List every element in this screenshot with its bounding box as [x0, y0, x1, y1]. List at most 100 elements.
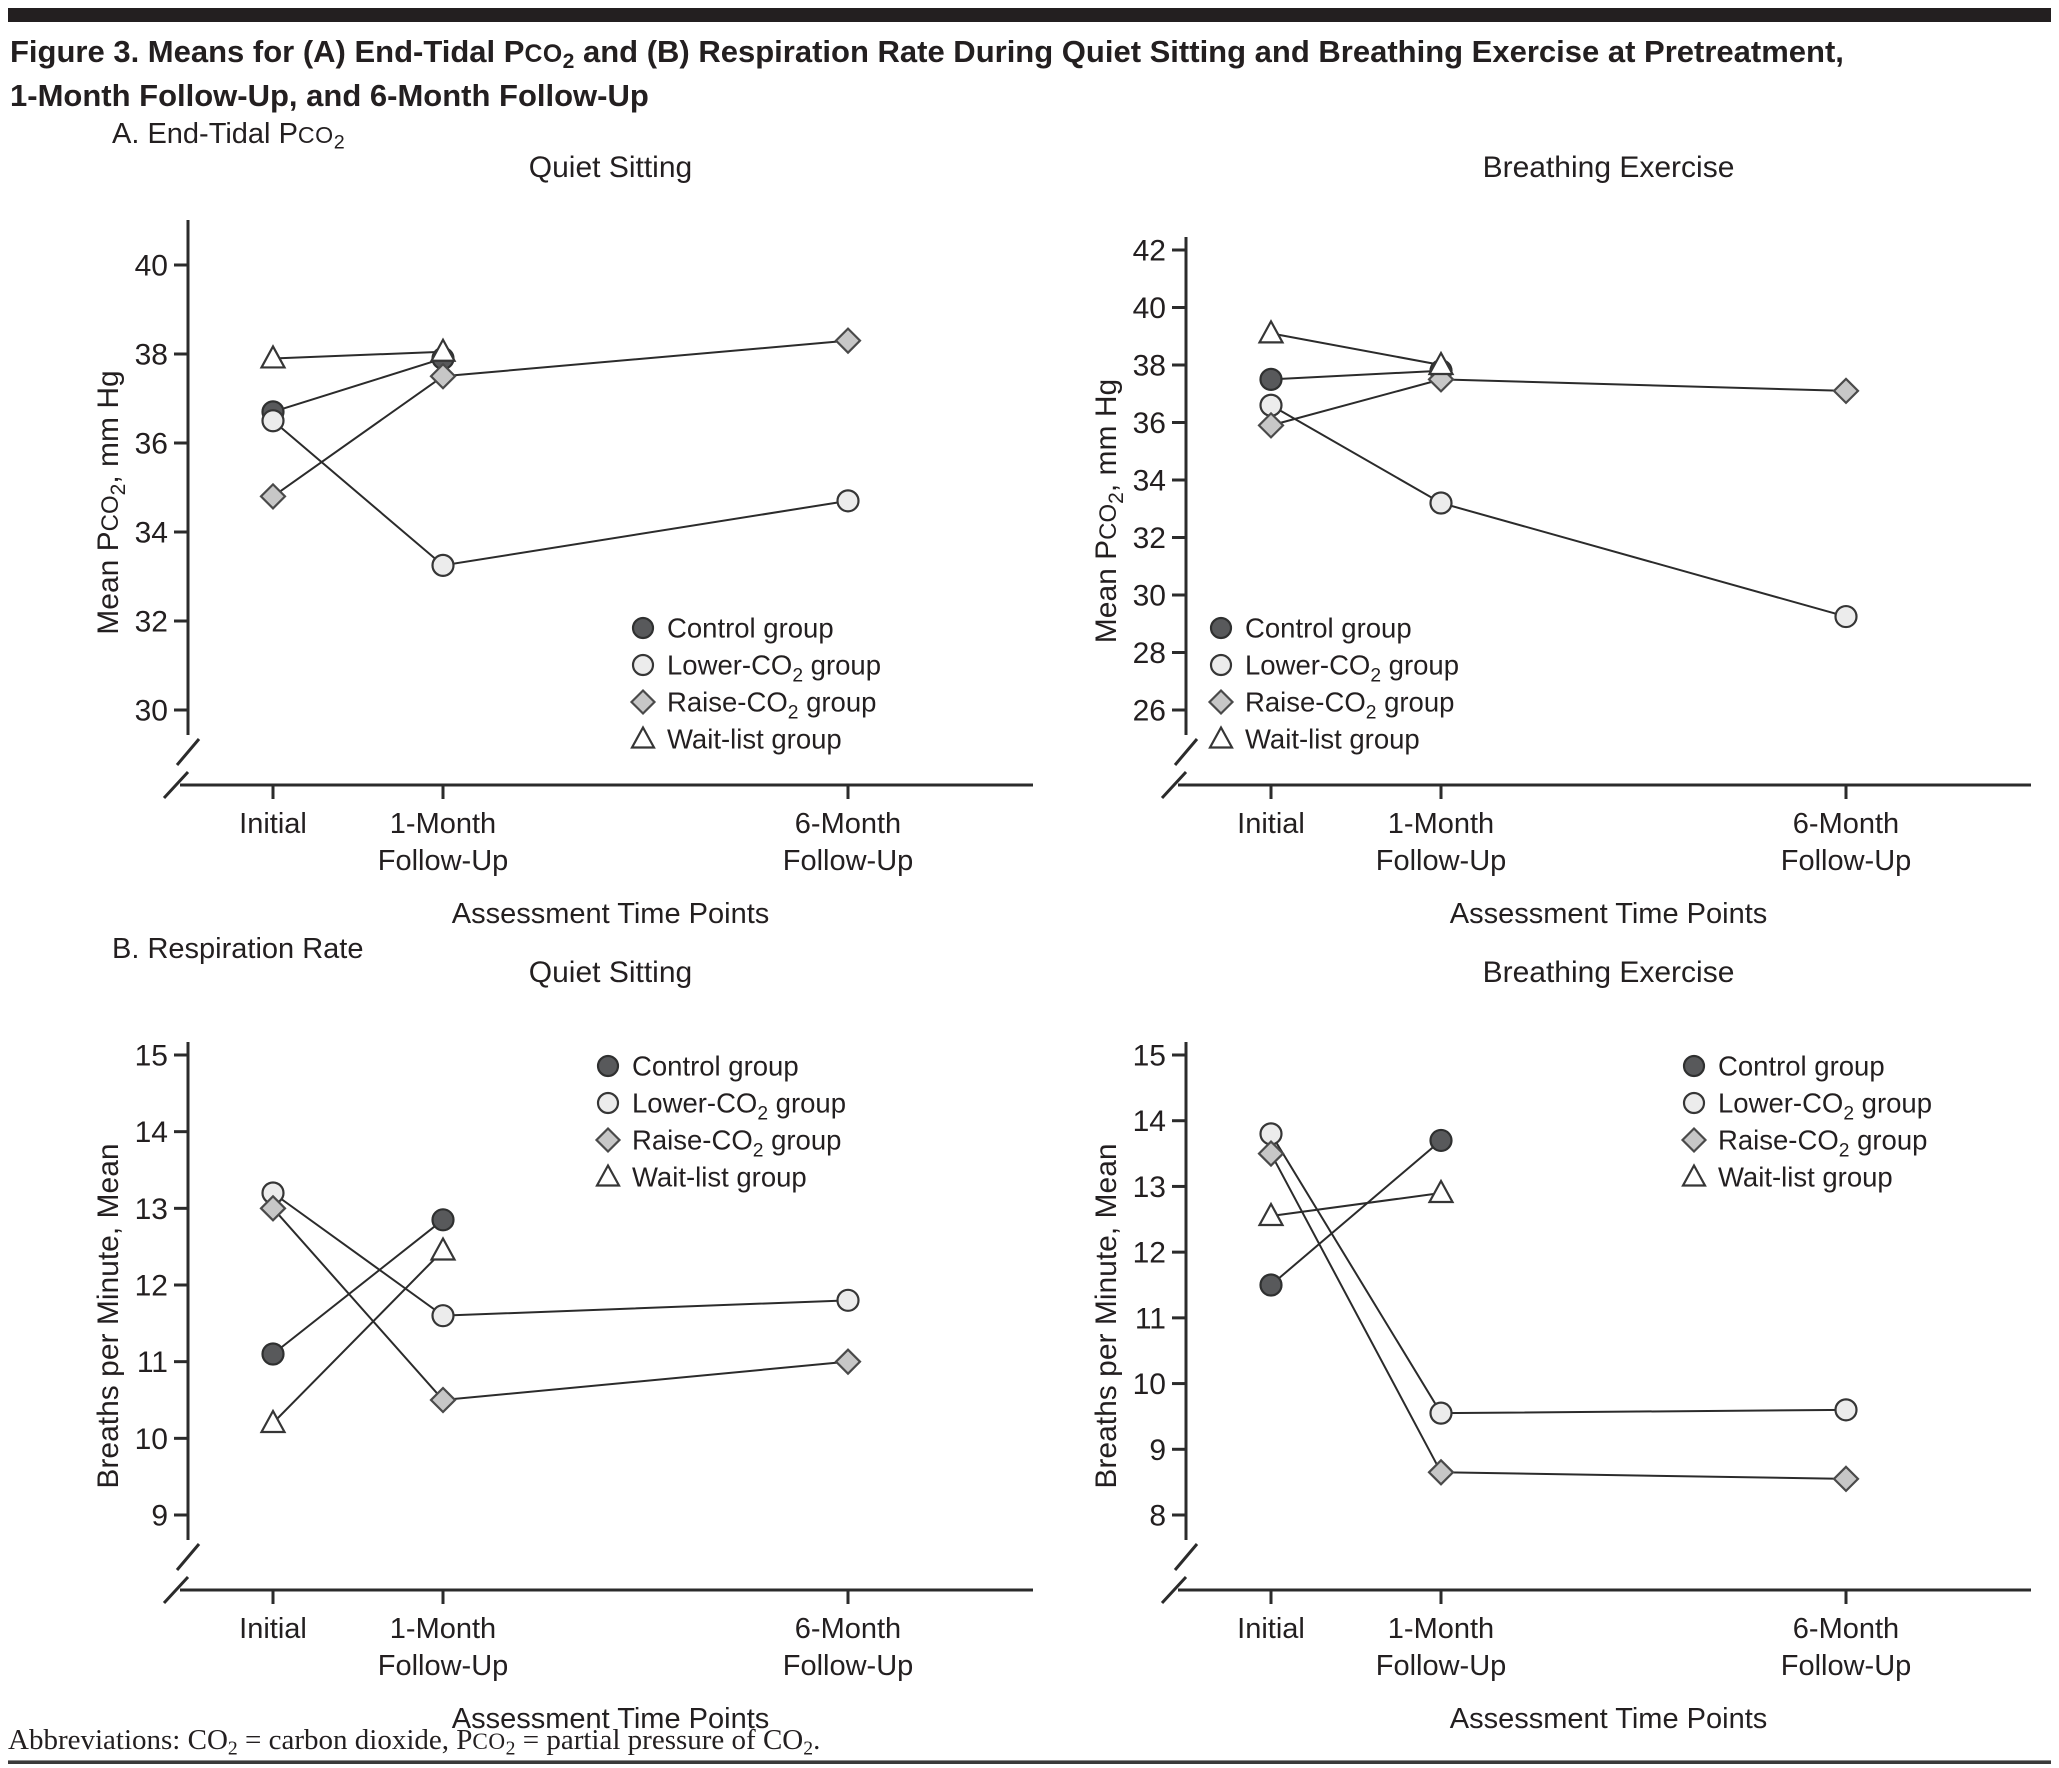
circle-marker: [1682, 1054, 1706, 1078]
legend-item-control-group: Control group: [596, 1051, 799, 1082]
text-run: P: [503, 34, 525, 69]
series-raise-co2-group: [259, 1194, 862, 1414]
line-control-group: [272, 357, 444, 413]
y-tick-label: 14: [1133, 1105, 1166, 1138]
y-tick-label: 30: [1133, 580, 1166, 613]
series-lower-co2-group: [1259, 1122, 1858, 1425]
line-control-group: [1270, 1139, 1442, 1286]
series-lower-co2-group: [261, 409, 860, 577]
y-axis-break: [1173, 1543, 1199, 1571]
diamond-marker: [1832, 1465, 1860, 1493]
y-tick-label: 34: [1133, 465, 1166, 498]
line-control-group: [1270, 369, 1442, 381]
legend-item-raise-co2-group: Raise-CO2 group: [1680, 1125, 1927, 1162]
x-tick-label: 6-Month: [795, 1613, 901, 1645]
y-axis: 30 32 34 36 38 40: [135, 220, 201, 766]
x-axis-break: [162, 1575, 190, 1605]
series-wait-list-group: [259, 337, 457, 369]
y-tick-label: 13: [135, 1193, 168, 1226]
legend-item-lower-co2-group: Lower-CO2 group: [1209, 650, 1459, 687]
diamond-marker: [259, 482, 287, 510]
diamond-marker: [259, 1194, 287, 1222]
text-run: P: [456, 1724, 473, 1756]
legend-item-wait-list-group: Wait-list group: [630, 724, 842, 755]
legend-item-raise-co2-group: Raise-CO2 group: [629, 687, 876, 724]
y-tick-label: 10: [135, 1423, 168, 1456]
line-chart-respiration-quiet-sitting: Quiet Sitting 9 10 11 12 13 14 15 Breaths per Mi…: [92, 956, 1033, 1735]
legend-label: Wait-list group: [1245, 724, 1420, 755]
line-wait-list-group: [1270, 332, 1442, 366]
series-raise-co2-group: [1257, 1140, 1860, 1493]
x-tick-label: 1-Month: [390, 1613, 496, 1645]
text-run: CO: [472, 1729, 506, 1755]
legend-label: Lower-CO2 group: [1245, 650, 1459, 687]
y-tick-label: 36: [135, 428, 168, 461]
line-chart-respiration-breathing-exercise: Breathing Exercise 8 9 10 11 12 13 14 15 Breaths …: [1090, 956, 2031, 1735]
panel-a-label: A. End-Tidal PCO2: [112, 118, 345, 155]
y-axis-break: [1173, 738, 1199, 766]
diamond-marker: [1257, 1140, 1285, 1168]
y-tick-label: 15: [135, 1040, 168, 1073]
x-tick-label: Follow-Up: [1376, 1650, 1507, 1682]
circle-marker: [1834, 1398, 1858, 1422]
y-axis-break: [175, 738, 201, 766]
line-chart-pco2-quiet-sitting: Quiet Sitting 30 32 34 36 38 40 Mean PCO2, mm H…: [92, 151, 1033, 930]
legend-item-control-group: Control group: [1209, 613, 1412, 644]
x-tick-label: 6-Month: [1793, 1613, 1899, 1645]
y-tick-label: 32: [135, 606, 168, 639]
circle-marker: [1682, 1091, 1706, 1115]
circle-marker: [261, 409, 285, 433]
legend-label: Raise-CO2 group: [667, 687, 876, 724]
y-tick-label: 13: [1133, 1171, 1166, 1204]
chart-title: Quiet Sitting: [529, 956, 692, 989]
legend-label: Control group: [632, 1051, 799, 1082]
subscript: 2: [333, 131, 345, 154]
chart-respiration-quiet-sitting: Quiet Sitting 9 10 11 12 13 14 15 Breaths per Mi…: [88, 950, 1053, 1750]
chart-title: Breathing Exercise: [1483, 956, 1735, 989]
triangle-marker: [595, 1163, 621, 1187]
y-axis-label: Mean PCO2, mm Hg: [92, 370, 130, 634]
legend-item-raise-co2-group: Raise-CO2 group: [594, 1125, 841, 1162]
triangle-marker: [429, 1236, 457, 1261]
x-axis-break: [1160, 1575, 1188, 1605]
legend-label: Raise-CO2 group: [632, 1125, 841, 1162]
line-wait-list-group: [272, 1249, 444, 1424]
y-tick-label: 42: [1133, 235, 1166, 268]
circle-marker: [1259, 1273, 1283, 1297]
line-raise-co2-group: [272, 339, 849, 498]
x-tick-label: Follow-Up: [1781, 845, 1912, 877]
figure-title: Figure 3. Means for (A) End-Tidal PCO2 a…: [10, 32, 2050, 117]
diamond-marker: [834, 327, 862, 355]
diamond-marker: [629, 688, 657, 716]
y-tick-label: 10: [1133, 1368, 1166, 1401]
y-tick-label: 40: [135, 250, 168, 283]
circle-marker: [431, 1208, 455, 1232]
circle-marker: [836, 489, 860, 513]
legend-label: Raise-CO2 group: [1718, 1125, 1927, 1162]
x-axis-label: Assessment Time Points: [452, 1703, 770, 1735]
text-run: .: [813, 1724, 821, 1756]
legend-label: Wait-list group: [632, 1162, 807, 1193]
legend-label: Wait-list group: [1718, 1162, 1893, 1193]
series-wait-list-group: [1257, 319, 1455, 376]
circle-marker: [1834, 604, 1858, 629]
x-tick-label: Follow-Up: [1781, 1650, 1912, 1682]
y-tick-label: 9: [151, 1500, 168, 1533]
legend-label: Control group: [667, 613, 834, 644]
series-lines: [272, 1192, 849, 1424]
circle-marker: [1429, 1128, 1453, 1153]
circle-marker: [1209, 653, 1233, 677]
diamond-marker: [594, 1126, 622, 1154]
series-raise-co2-group: [259, 327, 862, 510]
x-tick-label: 6-Month: [795, 808, 901, 840]
diamond-marker: [429, 362, 457, 390]
line-control-group: [272, 1219, 444, 1355]
x-tick-label: 6-Month: [1793, 808, 1899, 840]
x-axis: Initial 1-Month Follow-Up 6-Month Follow-Up: [1160, 770, 2031, 877]
y-tick-label: 38: [1133, 350, 1166, 383]
circle-marker: [431, 1304, 455, 1328]
legend-item-wait-list-group: Wait-list group: [595, 1162, 807, 1193]
x-axis-break: [162, 770, 190, 800]
y-tick-label: 11: [1135, 1302, 1166, 1335]
bottom-rule: [8, 1760, 2051, 1764]
